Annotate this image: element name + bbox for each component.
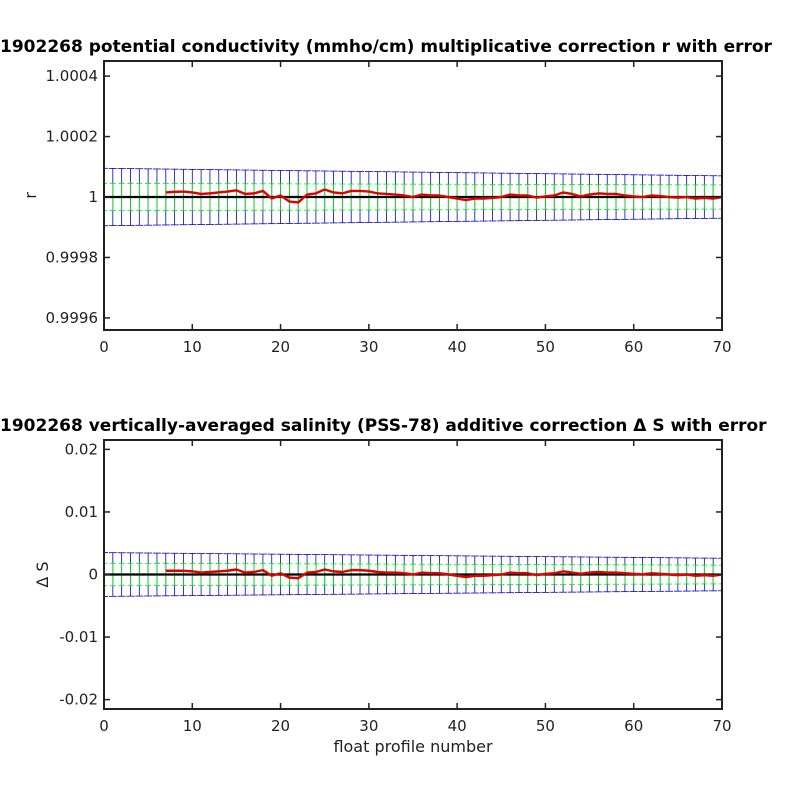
y-tick-label: 0 — [88, 566, 98, 584]
plot-area — [104, 552, 722, 597]
y-axis-label: Δ S — [33, 561, 52, 587]
x-axis: 0 10 20 30 40 50 60 70 — [99, 440, 732, 735]
plot-area — [104, 167, 722, 227]
x-tick-label: 50 — [536, 338, 555, 356]
x-tick-label: 10 — [183, 717, 202, 735]
x-tick-label: 40 — [448, 717, 467, 735]
x-tick-label: 0 — [99, 717, 109, 735]
y-tick-label: 0.9998 — [46, 248, 99, 266]
y-tick-label: 0.9996 — [46, 309, 99, 327]
axes-frame — [103, 60, 723, 331]
y-tick-label: 0.01 — [65, 503, 98, 521]
x-tick-label: 50 — [536, 717, 555, 735]
x-tick-label: 70 — [712, 717, 731, 735]
x-axis: 0 10 20 30 40 50 60 70 — [99, 61, 732, 356]
x-tick-label: 30 — [359, 338, 378, 356]
x-tick-label: 20 — [271, 717, 290, 735]
x-tick-label: 70 — [712, 338, 731, 356]
x-tick-label: 20 — [271, 338, 290, 356]
y-tick-label: -0.01 — [59, 628, 98, 646]
chart-2: 1902268 vertically-averaged salinity (PS… — [0, 416, 767, 756]
chart-title: 1902268 vertically-averaged salinity (PS… — [0, 416, 767, 436]
series-line-correction — [165, 568, 722, 580]
x-tick-label: 40 — [448, 338, 467, 356]
y-tick-label: -0.02 — [59, 691, 98, 709]
x-tick-label: 0 — [99, 338, 109, 356]
x-axis-label: float profile number — [333, 737, 493, 756]
y-tick-label: 1 — [88, 188, 98, 206]
y-tick-label: 1.0004 — [46, 67, 99, 85]
x-tick-label: 10 — [183, 338, 202, 356]
series-line-correction — [165, 188, 722, 204]
x-tick-label: 60 — [624, 717, 643, 735]
y-axis-label: r — [21, 192, 40, 199]
chart-1: 1902268 potential conductivity (mmho/cm)… — [0, 37, 773, 356]
chart-title: 1902268 potential conductivity (mmho/cm)… — [0, 37, 773, 57]
y-axis: -0.02 -0.01 0 0.01 0.02 — [59, 440, 722, 709]
x-tick-label: 60 — [624, 338, 643, 356]
x-tick-label: 30 — [359, 717, 378, 735]
y-tick-label: 1.0002 — [46, 128, 99, 146]
y-axis: 0.9996 0.9998 1 1.0002 1.0004 — [46, 67, 722, 327]
y-tick-label: 0.02 — [65, 440, 98, 458]
